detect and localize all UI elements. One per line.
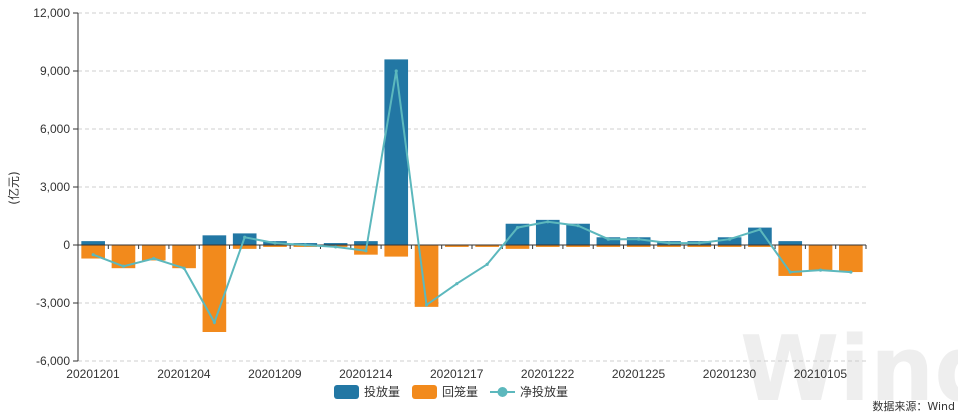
- bars: [81, 59, 863, 332]
- bar-injection: [535, 219, 560, 245]
- net-injection-point: [697, 241, 701, 245]
- bar-withdrawal: [475, 245, 499, 247]
- net-injection-point: [546, 220, 550, 224]
- net-injection-point: [424, 303, 429, 307]
- x-tick-label: 20201204: [157, 367, 211, 381]
- bar-withdrawal: [596, 245, 621, 247]
- bar-injection: [778, 241, 803, 245]
- bar-withdrawal: [626, 245, 651, 247]
- net-injection-point: [273, 241, 277, 245]
- bar-injection: [717, 237, 742, 245]
- net-injection-point: [182, 266, 186, 270]
- net-line: [91, 69, 853, 325]
- net-injection-point: [485, 262, 489, 266]
- y-tick-label: 12,000: [33, 6, 70, 20]
- net-injection-point: [758, 227, 762, 232]
- y-tick-label: 3,000: [40, 180, 70, 194]
- bar-injection: [354, 241, 378, 245]
- bar-withdrawal: [445, 245, 469, 247]
- bar-withdrawal: [232, 245, 257, 249]
- bar-withdrawal: [111, 245, 136, 269]
- net-injection-point: [455, 282, 459, 286]
- y-tick-label: 9,000: [40, 64, 70, 78]
- net-injection-point: [788, 270, 792, 274]
- y-tick-label: 6,000: [40, 122, 70, 136]
- bar-withdrawal: [566, 245, 590, 247]
- net-injection-point: [212, 320, 216, 324]
- legend-marker: [497, 387, 508, 397]
- x-tick-label: 20210105: [794, 367, 848, 381]
- x-tick-label: 20201225: [612, 367, 666, 381]
- legend-item[interactable]: 投放量: [334, 384, 400, 399]
- net-injection-point: [576, 224, 580, 228]
- bar-withdrawal: [505, 245, 530, 249]
- bar-withdrawal: [172, 245, 196, 269]
- net-injection-point: [303, 243, 307, 247]
- bar-withdrawal: [717, 245, 742, 247]
- y-tick-label: -3,000: [36, 296, 70, 310]
- net-injection-point: [243, 235, 247, 239]
- legend-label: 投放量: [364, 384, 400, 399]
- bar-injection: [323, 243, 348, 245]
- bar-injection: [596, 237, 621, 245]
- bar-withdrawal: [778, 245, 803, 276]
- bar-injection: [626, 237, 651, 245]
- net-injection-point: [364, 249, 368, 253]
- bar-withdrawal: [535, 245, 560, 247]
- legend-item[interactable]: 回笼量: [412, 384, 478, 399]
- bar-withdrawal: [141, 245, 166, 261]
- bar-withdrawal: [839, 245, 863, 273]
- legend-label: 回笼量: [442, 384, 478, 399]
- legend-swatch: [334, 385, 359, 399]
- x-axis: 20201201 20201204 20201209 20201214 20201217…: [66, 244, 867, 381]
- bar-withdrawal: [657, 245, 681, 247]
- y-tick-label: 0: [63, 238, 70, 252]
- bar-withdrawal: [748, 245, 772, 247]
- bar-injection: [81, 241, 105, 245]
- net-injection-line: [92, 70, 851, 325]
- legend-item[interactable]: 净投放量: [490, 384, 568, 399]
- net-injection-point: [606, 237, 610, 241]
- x-tick-label: 20201217: [430, 367, 484, 381]
- net-injection-point: [334, 245, 338, 249]
- watermark-text: Wind: [740, 317, 958, 415]
- net-injection-point: [728, 237, 732, 241]
- net-injection-point: [849, 270, 853, 274]
- legend-label: 净投放量: [520, 384, 568, 399]
- bar-withdrawal: [808, 245, 833, 271]
- x-tick-label: 20201222: [521, 367, 575, 381]
- legend-swatch: [412, 385, 437, 399]
- y-axis: -6,000 -3,000 0 3,000 6,000 9,000 12,000: [33, 6, 79, 368]
- x-tick-label: 20201209: [248, 367, 302, 381]
- x-tick-label: 20201230: [703, 367, 757, 381]
- source-note: 数据来源：Wind: [872, 399, 955, 413]
- bar-withdrawal: [687, 245, 712, 247]
- net-injection-point: [91, 253, 95, 257]
- net-injection-point: [121, 264, 126, 268]
- net-injection-point: [152, 256, 156, 261]
- bar-withdrawal: [384, 245, 409, 257]
- bar-injection: [505, 223, 530, 245]
- x-tick-label: 20201214: [339, 367, 393, 381]
- net-injection-point: [515, 226, 520, 230]
- bar-withdrawal: [263, 245, 287, 247]
- legend[interactable]: 投放量 回笼量 净投放量: [334, 384, 568, 399]
- gridlines: [78, 12, 866, 362]
- bar-injection: [384, 59, 409, 246]
- net-injection-point: [637, 237, 641, 241]
- y-axis-label: (亿元): [6, 171, 21, 204]
- net-injection-point: [818, 268, 823, 272]
- net-injection-point: [394, 69, 398, 73]
- x-tick-label: 20201201: [66, 367, 120, 381]
- bar-injection: [202, 235, 227, 245]
- bar-withdrawal: [81, 245, 105, 259]
- net-injection-point: [667, 241, 671, 245]
- bar-withdrawal: [202, 245, 227, 332]
- y-tick-label: -6,000: [36, 354, 70, 368]
